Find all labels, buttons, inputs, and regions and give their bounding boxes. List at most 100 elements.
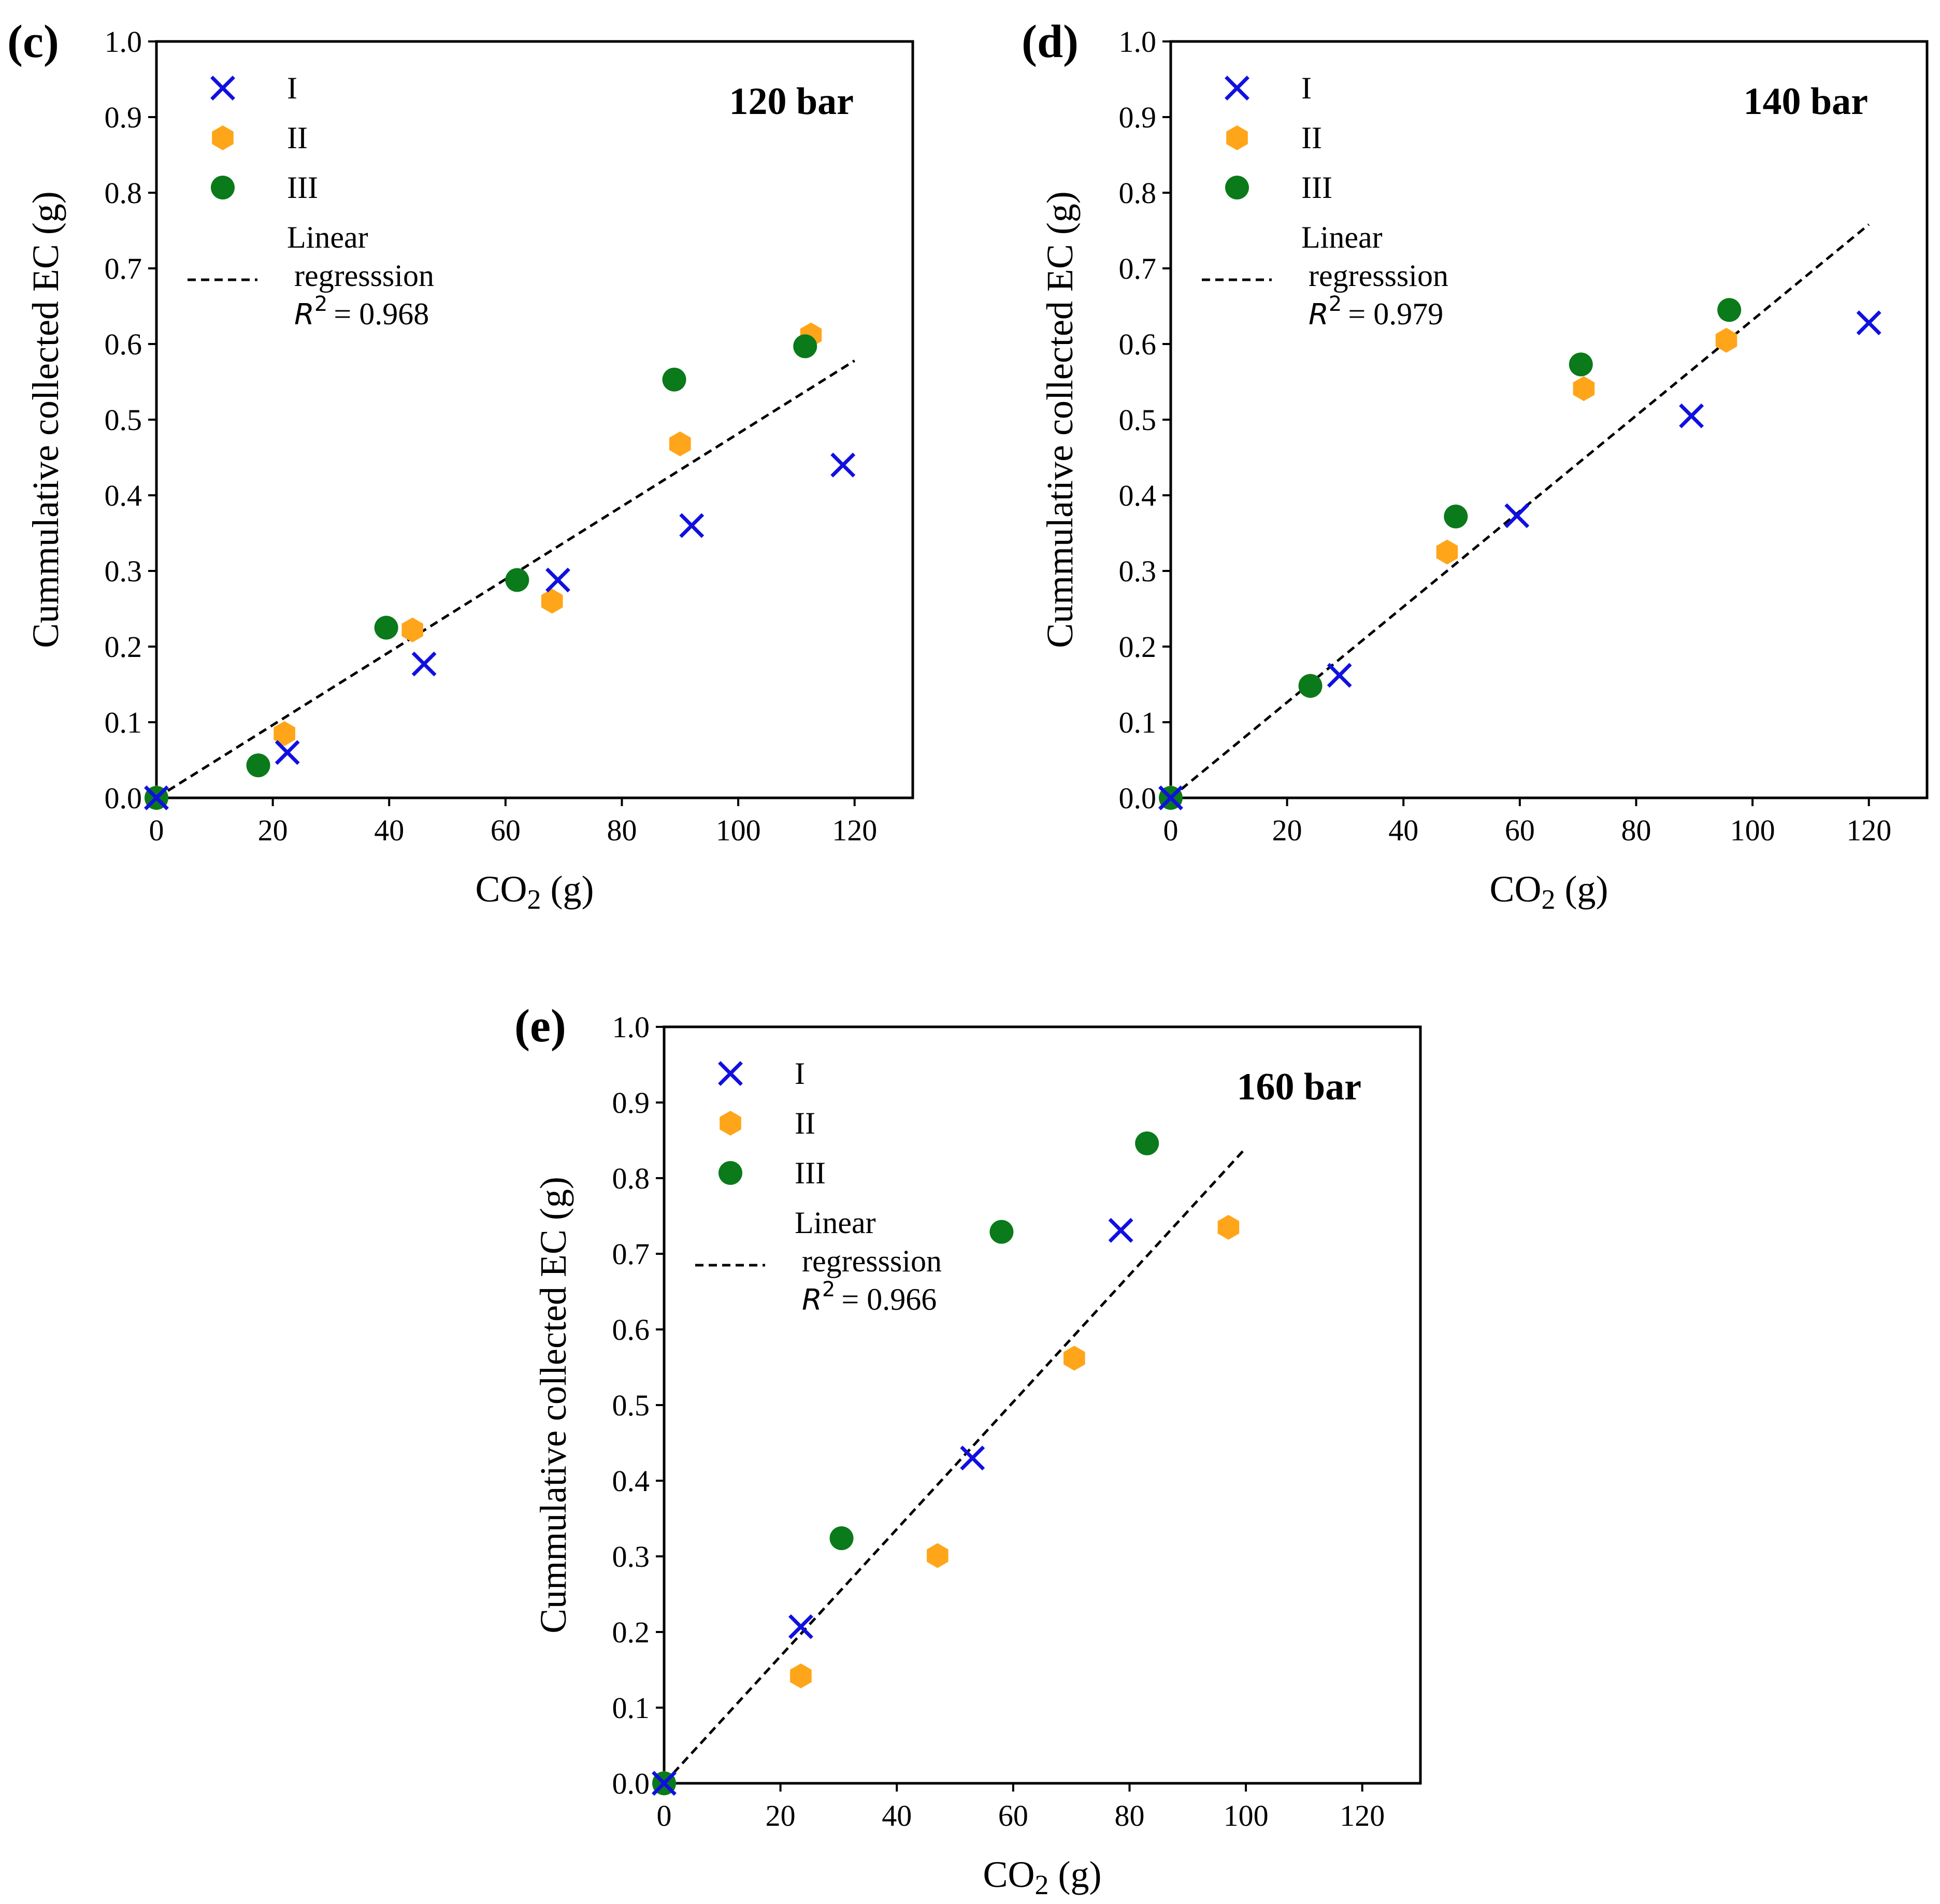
x-axis-label: CO2 (g) xyxy=(476,868,594,915)
legend-label-series_III: III xyxy=(287,170,318,205)
legend-marker-series_II xyxy=(1226,125,1248,150)
legend-regression-label-2: regresssion xyxy=(294,259,434,293)
y-axis-label: Cummulative collected EC (g) xyxy=(533,1177,574,1634)
data-point-series-II xyxy=(1573,376,1595,402)
x-tick-label: 60 xyxy=(491,813,521,847)
data-point-series-I xyxy=(1504,503,1530,528)
y-tick-label: 0.0 xyxy=(1119,781,1157,815)
y-tick-label: 0.6 xyxy=(612,1313,650,1347)
legend-label-series_III: III xyxy=(1301,170,1332,205)
data-point-series-II xyxy=(1064,1345,1085,1371)
y-tick-label: 0.2 xyxy=(1119,630,1157,664)
y-tick-label: 0.3 xyxy=(612,1540,650,1573)
r2-value: = 0.966 xyxy=(841,1282,937,1316)
x-axis-label-main: CO xyxy=(476,868,527,910)
x-axis-label-unit: (g) xyxy=(541,868,594,910)
legend-marker-series_III xyxy=(718,1161,742,1185)
panel-c: (c) 0.0 0.1 0.2 0.3 0.4 0.5 0.6 0.7 0.8 0.9 1.0 0 20 4… xyxy=(7,16,914,915)
data-point-series-I xyxy=(960,1445,985,1471)
panel-e: (e) 0.0 0.1 0.2 0.3 0.4 0.5 0.6 0.7 0.8 0.9 1.0 0 20 4… xyxy=(514,1000,1422,1900)
legend-marker-series_I xyxy=(210,76,235,101)
legend-regression-label-1: Linear xyxy=(287,220,368,254)
legend-r2: R2 = 0.968 xyxy=(294,292,429,332)
r2-symbol: R xyxy=(1309,298,1329,332)
data-point-series-I-stroke-b xyxy=(1158,785,1183,810)
y-tick-label: 0.1 xyxy=(1119,706,1157,739)
y-tick-label: 0.5 xyxy=(1119,403,1157,437)
y-tick-label: 0.1 xyxy=(612,1691,650,1725)
data-point-series-III xyxy=(989,1220,1014,1244)
data-point-series-I-stroke-b xyxy=(960,1445,985,1471)
x-axis-label-main: CO xyxy=(983,1854,1035,1895)
legend-label-series_II: II xyxy=(287,121,308,155)
x-tick-label: 40 xyxy=(374,813,404,847)
x-tick-label: 100 xyxy=(1730,813,1775,847)
data-point-series-II xyxy=(401,617,423,642)
x-axis-label-unit: (g) xyxy=(1049,1854,1102,1895)
y-tick-label: 0.6 xyxy=(105,327,142,361)
x-tick-label: 20 xyxy=(1272,813,1302,847)
x-tick-label: 120 xyxy=(1340,1799,1385,1833)
x-tick-label: 120 xyxy=(832,813,877,847)
pressure-label: 140 bar xyxy=(1744,80,1869,123)
series-II xyxy=(653,1214,1240,1796)
series-I xyxy=(1158,310,1881,810)
data-point-series-I xyxy=(1327,663,1352,688)
plot-frame xyxy=(155,40,914,799)
data-point-series-I xyxy=(830,452,856,478)
legend-marker-series_I xyxy=(1225,76,1249,101)
x-axis-label: CO2 (g) xyxy=(983,1854,1102,1900)
r2-symbol: R xyxy=(802,1283,822,1317)
y-tick-label: 0.1 xyxy=(105,706,142,739)
legend-label-series_I: I xyxy=(287,71,297,105)
x-tick-label: 80 xyxy=(607,813,637,847)
data-point-series-I-stroke-b xyxy=(1504,503,1530,528)
x-tick-label: 120 xyxy=(1846,813,1891,847)
data-point-series-I-stroke-b xyxy=(830,452,856,478)
x-axis-label-subscript: 2 xyxy=(1035,1869,1049,1900)
data-point-series-I xyxy=(144,785,169,810)
legend-label-series_I: I xyxy=(1301,71,1312,105)
y-tick-label: 0.7 xyxy=(1119,252,1157,285)
data-point-series-I-stroke-b xyxy=(1108,1218,1133,1243)
data-point-series-II xyxy=(541,589,563,614)
series-I xyxy=(144,452,856,810)
data-point-series-II xyxy=(274,721,295,746)
x-tick-label: 40 xyxy=(882,1799,912,1833)
data-point-series-I xyxy=(411,651,437,677)
series-III xyxy=(652,1131,1159,1795)
data-point-series-I-stroke-b xyxy=(1856,310,1881,336)
data-point-series-III xyxy=(505,568,529,592)
y-tick-label: 0.9 xyxy=(105,101,142,134)
data-point-series-I-stroke-b xyxy=(679,513,705,538)
x-tick-label: 100 xyxy=(716,813,761,847)
x-tick-label: 80 xyxy=(1621,813,1651,847)
y-tick-label: 0.5 xyxy=(105,403,142,437)
data-point-series-I xyxy=(545,567,570,593)
y-tick-label: 0.7 xyxy=(612,1237,650,1271)
x-tick-label: 40 xyxy=(1388,813,1418,847)
legend-label-series_III: III xyxy=(795,1156,826,1190)
y-tick-label: 0.3 xyxy=(105,554,142,588)
panel-label: (c) xyxy=(7,16,59,67)
r2-superscript: 2 xyxy=(314,292,327,316)
data-point-series-I xyxy=(1856,310,1881,336)
data-point-series-III xyxy=(1135,1131,1159,1155)
y-tick-label: 0.7 xyxy=(105,252,142,285)
plot-frame xyxy=(1169,40,1929,799)
data-point-series-I xyxy=(788,1614,813,1639)
data-point-series-I-stroke-b xyxy=(545,567,570,593)
legend-regression-label-2: regresssion xyxy=(1309,259,1448,293)
data-point-series-I xyxy=(1679,403,1704,428)
legend-label-series_I: I xyxy=(795,1056,805,1091)
data-point-series-I-stroke-b xyxy=(144,785,169,810)
plot-frame xyxy=(663,1025,1422,1785)
data-point-series-II xyxy=(1436,539,1458,565)
series-I xyxy=(652,1218,1133,1796)
data-point-series-II xyxy=(790,1663,812,1688)
data-point-series-I xyxy=(1158,785,1183,810)
legend-marker-series_II xyxy=(720,1111,741,1136)
y-tick-label: 0.0 xyxy=(105,781,142,815)
